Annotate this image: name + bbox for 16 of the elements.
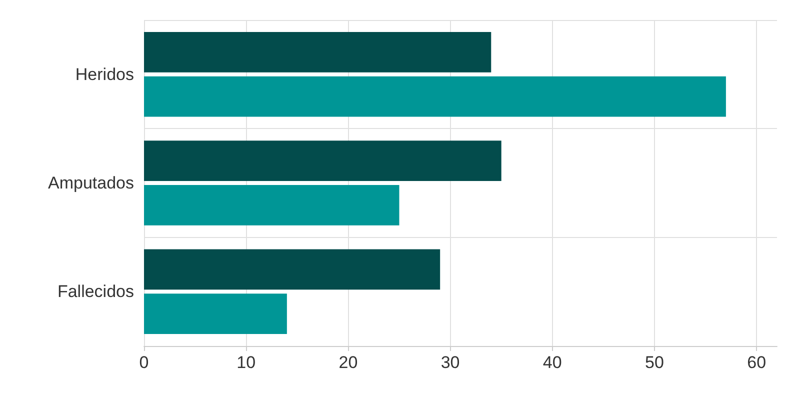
bar (144, 76, 726, 117)
bar (144, 294, 287, 334)
bar (144, 185, 400, 226)
x-tick-label: 60 (747, 353, 766, 372)
x-tick-label: 40 (542, 353, 562, 372)
bar (144, 140, 502, 181)
y-tick-label: Amputados (48, 174, 134, 192)
x-tick-label: 20 (338, 353, 358, 372)
y-tick-label: Fallecidos (57, 282, 134, 302)
y-tick-label: Heridos (75, 64, 134, 84)
bar (144, 249, 440, 290)
x-tick-label: 50 (645, 353, 664, 372)
x-tick-label: 30 (440, 353, 460, 372)
bar (144, 32, 492, 72)
x-tick-label: 0 (139, 353, 149, 372)
x-tick-label: 10 (236, 353, 256, 372)
